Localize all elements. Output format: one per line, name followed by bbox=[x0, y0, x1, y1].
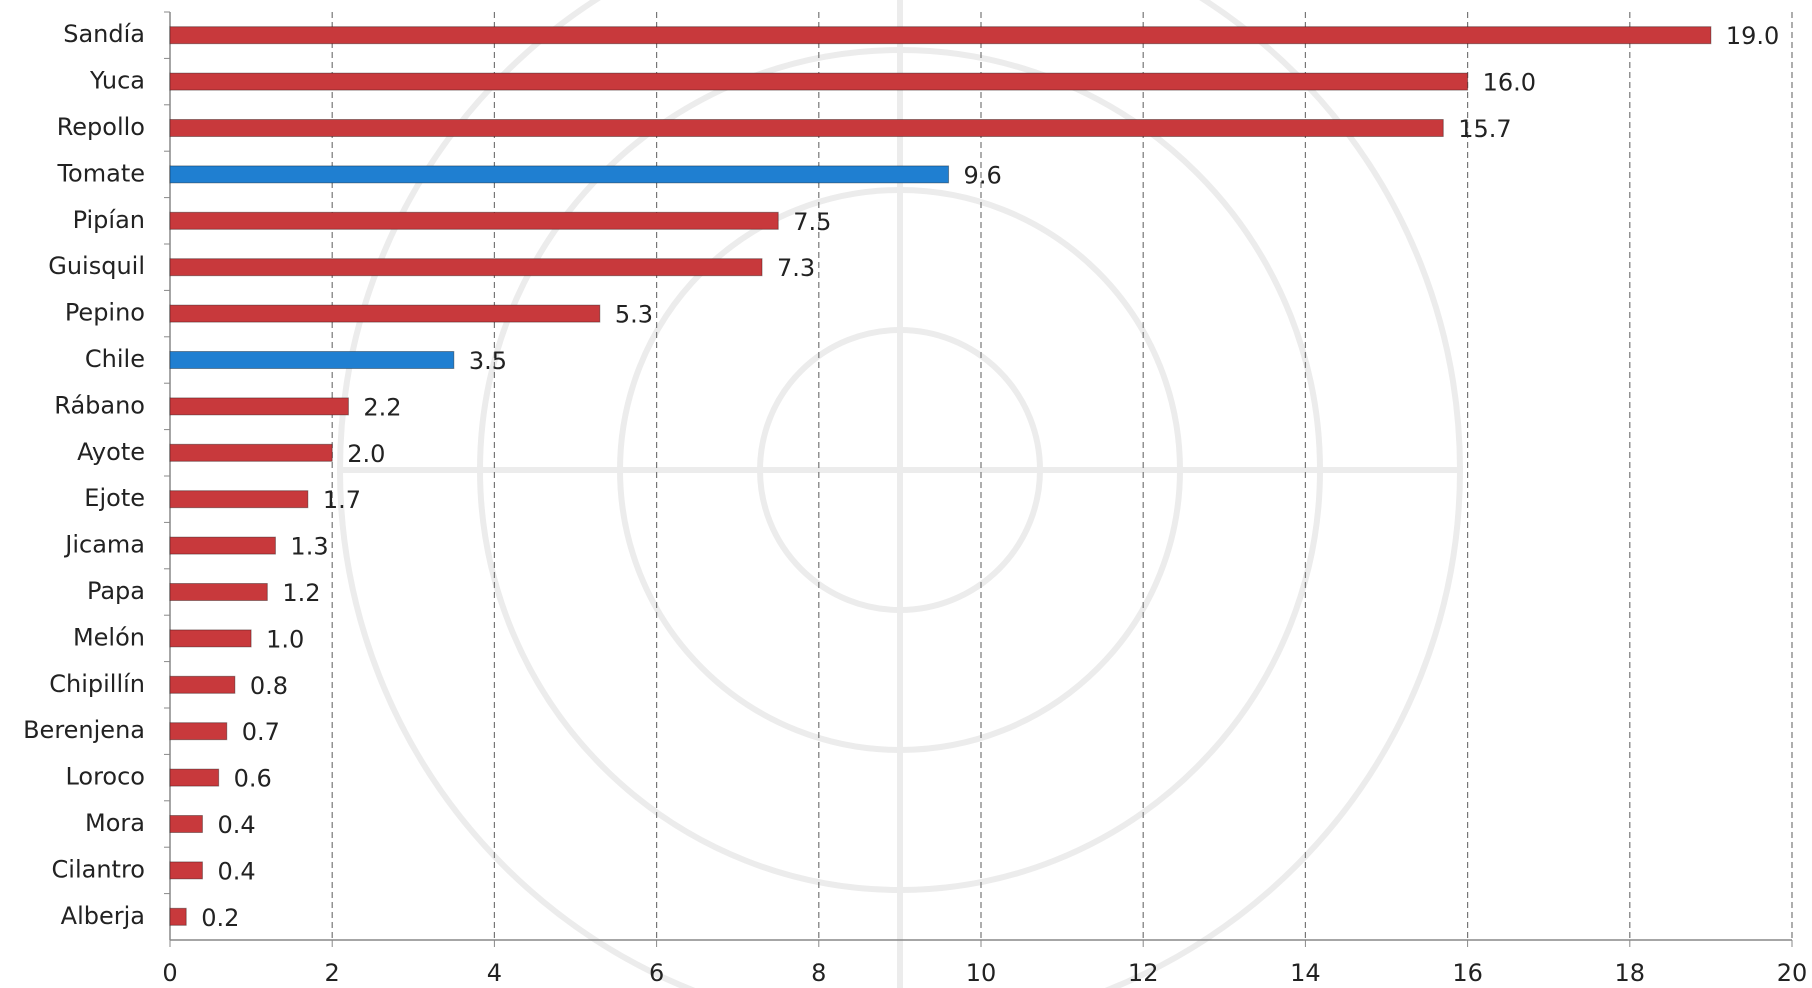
y-tick-label: Ayote bbox=[77, 438, 145, 466]
y-tick-label: Ejote bbox=[84, 484, 145, 512]
bar bbox=[169, 907, 187, 926]
x-tick-label: 0 bbox=[162, 959, 177, 987]
y-tick-label: Pepino bbox=[65, 299, 145, 327]
bar bbox=[169, 722, 228, 741]
y-tick-label: Tomate bbox=[56, 159, 145, 187]
y-tick-label: Chipillín bbox=[49, 670, 145, 698]
y-tick-label: Yuca bbox=[89, 67, 145, 95]
y-tick-label: Cilantro bbox=[52, 855, 145, 883]
y-tick-label: Papa bbox=[87, 577, 145, 605]
y-tick-label: Mora bbox=[85, 809, 145, 837]
value-label: 1.0 bbox=[266, 625, 304, 653]
bar bbox=[169, 397, 349, 416]
x-tick-label: 18 bbox=[1615, 959, 1646, 987]
x-tick-label: 10 bbox=[966, 959, 997, 987]
x-tick-label: 14 bbox=[1290, 959, 1321, 987]
bar bbox=[169, 165, 950, 184]
bar bbox=[169, 119, 1444, 137]
value-label: 0.6 bbox=[234, 765, 272, 793]
bar bbox=[169, 536, 276, 555]
value-label: 0.4 bbox=[217, 857, 255, 885]
y-tick-label: Repollo bbox=[57, 113, 145, 141]
value-label: 0.7 bbox=[242, 718, 280, 746]
x-tick-label: 8 bbox=[811, 959, 826, 987]
y-tick-label: Chile bbox=[85, 345, 145, 373]
value-label: 0.2 bbox=[201, 904, 239, 932]
bar bbox=[169, 443, 333, 462]
x-tick-label: 12 bbox=[1128, 959, 1159, 987]
bar bbox=[169, 211, 779, 230]
value-label: 15.7 bbox=[1458, 115, 1511, 143]
y-tick-label: Rábano bbox=[54, 391, 145, 419]
x-tick-label: 6 bbox=[649, 959, 664, 987]
bar bbox=[169, 583, 268, 601]
y-tick-label: Alberja bbox=[61, 902, 145, 930]
bar bbox=[169, 351, 455, 369]
y-tick-label: Sandía bbox=[63, 20, 145, 48]
value-label: 5.3 bbox=[615, 301, 653, 329]
bar bbox=[169, 768, 220, 787]
y-tick-label: Melón bbox=[73, 623, 145, 651]
y-tick-label: Berenjena bbox=[23, 716, 145, 744]
watermark bbox=[337, 0, 1463, 988]
y-tick-label: Loroco bbox=[65, 763, 145, 791]
bar bbox=[169, 304, 601, 323]
value-label: 7.5 bbox=[793, 208, 831, 236]
bar bbox=[169, 629, 252, 648]
value-label: 2.0 bbox=[347, 440, 385, 468]
value-label: 1.7 bbox=[323, 486, 361, 514]
value-label: 9.6 bbox=[964, 161, 1002, 189]
value-label: 0.4 bbox=[217, 811, 255, 839]
value-label: 1.3 bbox=[290, 533, 328, 561]
bar bbox=[169, 26, 1712, 45]
value-label: 19.0 bbox=[1726, 22, 1779, 50]
value-label: 2.2 bbox=[363, 393, 401, 421]
value-label: 7.3 bbox=[777, 254, 815, 282]
bar bbox=[169, 258, 763, 277]
value-label: 16.0 bbox=[1483, 69, 1536, 97]
value-label: 3.5 bbox=[469, 347, 507, 375]
bar bbox=[169, 72, 1469, 91]
y-tick-label: Guisquil bbox=[48, 252, 145, 280]
value-label: 1.2 bbox=[282, 579, 320, 607]
x-tick-label: 2 bbox=[325, 959, 340, 987]
x-tick-label: 16 bbox=[1452, 959, 1483, 987]
bar bbox=[169, 815, 203, 833]
bar bbox=[169, 675, 236, 694]
y-tick-label: Jicama bbox=[63, 531, 145, 559]
y-tick-label: Pipían bbox=[73, 206, 145, 234]
value-label: 0.8 bbox=[250, 672, 288, 700]
bar bbox=[169, 861, 203, 880]
x-tick-label: 20 bbox=[1777, 959, 1808, 987]
x-tick-label: 4 bbox=[487, 959, 502, 987]
bar bbox=[169, 490, 309, 509]
